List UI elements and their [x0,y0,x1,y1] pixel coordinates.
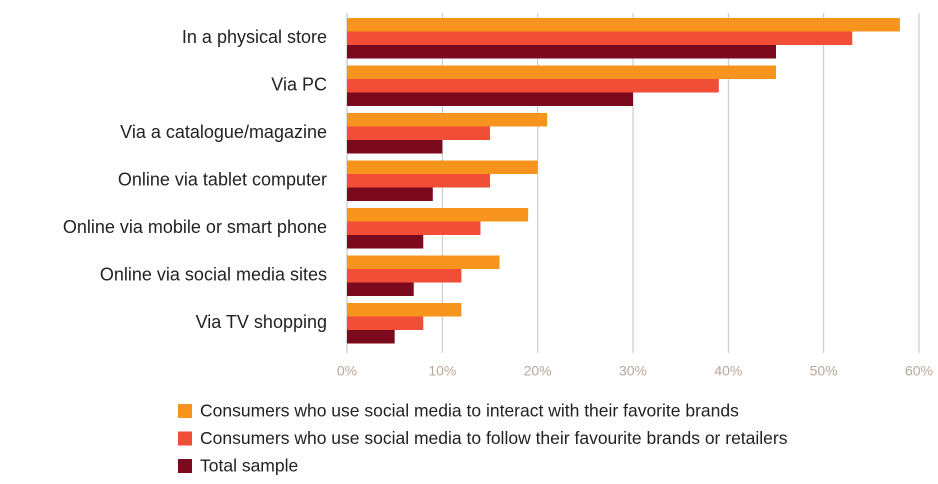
bar [347,221,481,235]
bar [347,31,853,45]
category-label: Online via social media sites [100,265,327,285]
bars [347,18,900,344]
bar [347,92,633,106]
bar [347,187,433,201]
legend-swatch [178,459,192,473]
bar [347,79,719,93]
bar [347,65,776,79]
category-label: Via TV shopping [196,312,327,332]
x-axis-tick-labels: 0% 10% 20% 30% 40% 50% 60% [337,363,933,379]
legend: Consumers who use social media to intera… [178,401,788,476]
legend-swatch [178,431,192,446]
bar [347,18,900,32]
bar [347,255,500,269]
x-tick-label: 30% [619,363,647,379]
bar [347,113,548,127]
category-label: In a physical store [182,27,327,47]
bar [347,45,776,59]
bar [347,126,490,140]
bar [347,208,529,222]
bar [347,282,414,296]
legend-swatch [178,404,192,418]
category-label: Via a catalogue/magazine [120,122,327,142]
x-tick-label: 20% [524,363,552,379]
legend-label: Consumers who use social media to intera… [200,401,739,421]
bar [347,316,424,330]
legend-label: Consumers who use social media to follow… [200,428,788,448]
bar [347,235,424,249]
x-tick-label: 40% [714,363,742,379]
bar [347,174,490,188]
bar [347,330,395,344]
bar [347,303,462,317]
bar [347,140,443,154]
bar [347,269,462,283]
bar [347,160,538,174]
category-labels: In a physical store Via PC Via a catalogue… [63,27,327,332]
category-label: Via PC [271,75,327,95]
x-tick-label: 10% [428,363,456,379]
x-tick-label: 50% [810,363,838,379]
legend-label: Total sample [200,456,298,476]
category-label: Online via tablet computer [118,170,327,190]
x-tick-label: 0% [337,363,357,379]
category-label: Online via mobile or smart phone [63,217,327,237]
x-tick-label: 60% [905,363,933,379]
